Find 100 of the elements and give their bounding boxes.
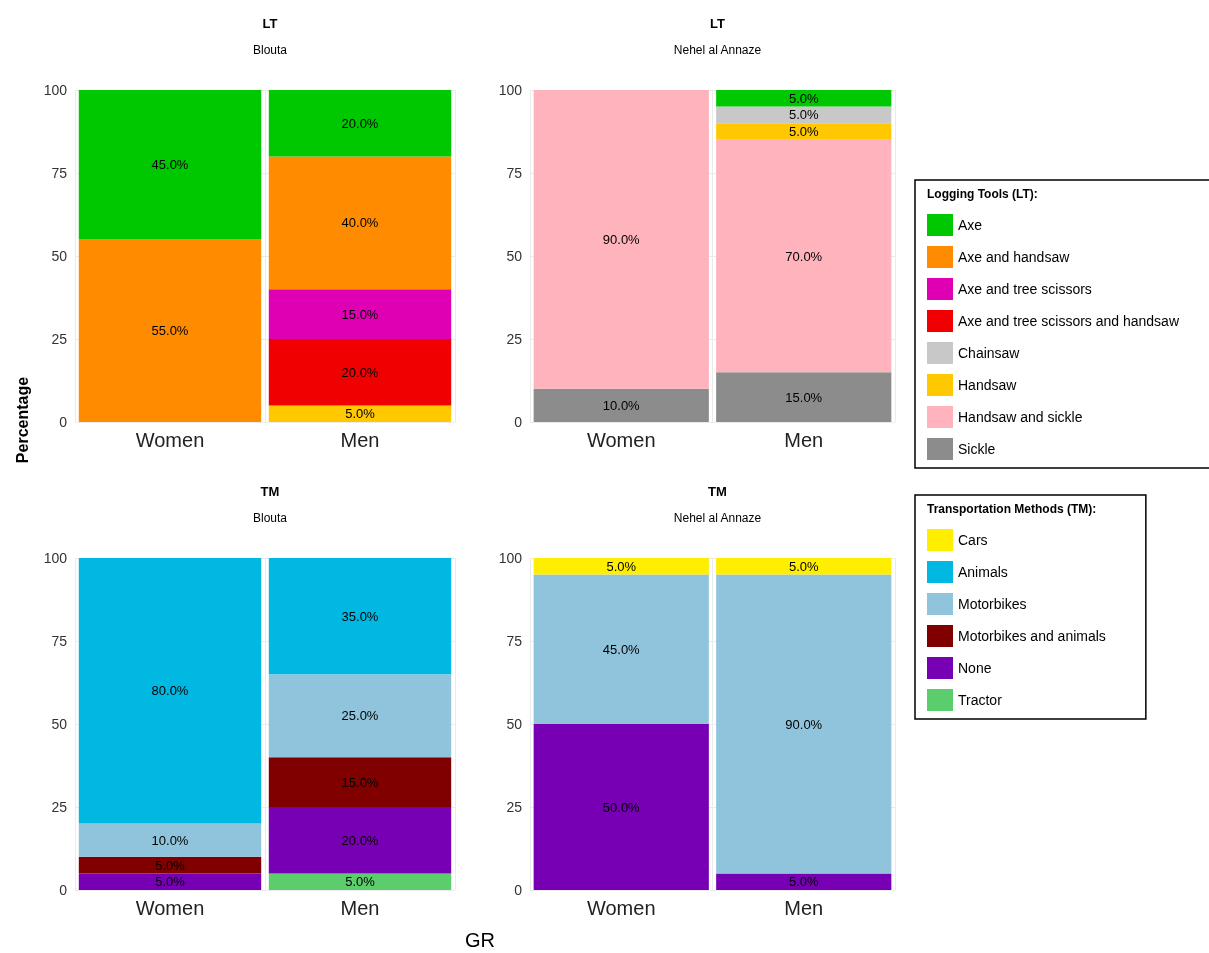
data-label: 5.0% bbox=[788, 874, 819, 890]
data-label: 50.0% bbox=[602, 799, 641, 815]
legend-title: Transportation Methods (TM): bbox=[927, 502, 1097, 516]
x-tick-label: Women bbox=[135, 897, 205, 919]
legend-label: Motorbikes bbox=[958, 596, 1027, 612]
data-label: 20.0% bbox=[341, 115, 379, 131]
bar bbox=[268, 156, 452, 290]
bar bbox=[716, 106, 892, 124]
x-tick-label: Women bbox=[135, 429, 205, 451]
legend-label: Handsaw bbox=[958, 377, 1018, 393]
legend-title: Logging Tools (LT): bbox=[927, 187, 1038, 201]
bar bbox=[716, 873, 892, 890]
data-label: 25.0% bbox=[341, 708, 379, 724]
chart-title: TM bbox=[260, 484, 280, 499]
bar bbox=[268, 558, 452, 675]
data-label: 15.0% bbox=[785, 389, 823, 405]
data-label: 15.0% bbox=[341, 306, 379, 322]
bar bbox=[268, 674, 452, 758]
legend-label: Animals bbox=[958, 564, 1008, 580]
bar bbox=[716, 574, 892, 874]
data-label: 5.0% bbox=[788, 558, 819, 574]
legend-label: Tractor bbox=[958, 692, 1003, 708]
legend-label: None bbox=[958, 660, 992, 676]
bar bbox=[268, 807, 452, 874]
data-label: 45.0% bbox=[151, 157, 189, 173]
x-tick-label: Women bbox=[586, 897, 656, 919]
y-tick-label: 25 bbox=[506, 331, 523, 347]
bar bbox=[78, 856, 262, 874]
bar bbox=[268, 289, 452, 339]
data-label: 55.0% bbox=[151, 323, 189, 339]
data-label: 10.0% bbox=[151, 832, 189, 848]
bar bbox=[78, 873, 262, 890]
bar bbox=[268, 757, 452, 807]
y-tick-label: 100 bbox=[43, 550, 68, 566]
data-label: 5.0% bbox=[788, 90, 819, 106]
data-label: 5.0% bbox=[606, 558, 637, 574]
data-label: 35.0% bbox=[341, 608, 379, 624]
bar bbox=[533, 558, 709, 575]
legend-label: Axe and handsaw bbox=[958, 249, 1071, 265]
y-tick-label: 75 bbox=[506, 165, 523, 181]
data-label: 40.0% bbox=[341, 215, 379, 231]
bar bbox=[268, 339, 452, 406]
chart-subtitle: Nehel al Annaze bbox=[673, 511, 762, 525]
bar bbox=[533, 388, 709, 422]
legend-label: Chainsaw bbox=[958, 345, 1021, 361]
y-tick-label: 100 bbox=[43, 82, 68, 98]
data-label: 5.0% bbox=[155, 874, 186, 890]
data-label: 20.0% bbox=[341, 832, 379, 848]
y-tick-label: 75 bbox=[51, 633, 68, 649]
y-tick-label: 75 bbox=[506, 633, 523, 649]
x-axis-title: GR bbox=[465, 929, 495, 951]
bar bbox=[533, 574, 709, 724]
chart-title: TM bbox=[708, 484, 727, 499]
chart-subtitle: Blouta bbox=[252, 43, 288, 57]
data-label: 90.0% bbox=[602, 231, 641, 247]
y-axis-title: Percentage bbox=[13, 376, 31, 464]
x-tick-label: Women bbox=[586, 429, 656, 451]
bar bbox=[716, 139, 892, 373]
y-tick-label: 25 bbox=[506, 799, 523, 815]
y-tick-label: 25 bbox=[51, 799, 68, 815]
x-tick-label: Men bbox=[340, 429, 380, 451]
y-tick-label: 50 bbox=[506, 248, 523, 264]
y-tick-label: 100 bbox=[498, 550, 523, 566]
y-tick-label: 0 bbox=[59, 882, 68, 898]
chart-subtitle: Blouta bbox=[252, 511, 288, 525]
chart-title: LT bbox=[710, 16, 726, 31]
legend-label: Axe and tree scissors and handsaw bbox=[958, 313, 1180, 329]
y-tick-label: 50 bbox=[506, 716, 523, 732]
y-tick-label: 0 bbox=[59, 414, 68, 430]
bar bbox=[716, 558, 892, 575]
y-tick-label: 0 bbox=[514, 414, 523, 430]
y-tick-label: 0 bbox=[514, 882, 523, 898]
bar bbox=[78, 239, 262, 422]
data-label: 5.0% bbox=[788, 124, 819, 139]
data-label: 70.0% bbox=[785, 248, 823, 264]
legend-label: Motorbikes and animals bbox=[958, 628, 1106, 644]
legend-label: Cars bbox=[958, 532, 988, 548]
data-label: 5.0% bbox=[345, 406, 376, 422]
data-label: 90.0% bbox=[785, 716, 823, 732]
y-tick-label: 50 bbox=[51, 716, 68, 732]
data-label: 5.0% bbox=[345, 874, 376, 890]
bar bbox=[716, 90, 892, 107]
bar bbox=[268, 873, 452, 890]
legend-label: Handsaw and sickle bbox=[958, 409, 1083, 425]
y-tick-label: 25 bbox=[51, 331, 68, 347]
y-tick-label: 100 bbox=[498, 82, 523, 98]
y-tick-label: 75 bbox=[51, 165, 68, 181]
legend-label: Sickle bbox=[958, 441, 996, 457]
data-label: 80.0% bbox=[151, 683, 189, 699]
bar bbox=[533, 90, 709, 389]
bar bbox=[533, 724, 709, 890]
bar bbox=[78, 90, 262, 240]
data-label: 5.0% bbox=[788, 107, 819, 123]
bar bbox=[268, 90, 452, 157]
bar bbox=[716, 123, 892, 140]
x-tick-label: Men bbox=[340, 897, 380, 919]
bar bbox=[716, 372, 892, 422]
chart-title: LT bbox=[262, 16, 278, 31]
bar bbox=[78, 558, 262, 824]
y-tick-label: 50 bbox=[51, 248, 68, 264]
